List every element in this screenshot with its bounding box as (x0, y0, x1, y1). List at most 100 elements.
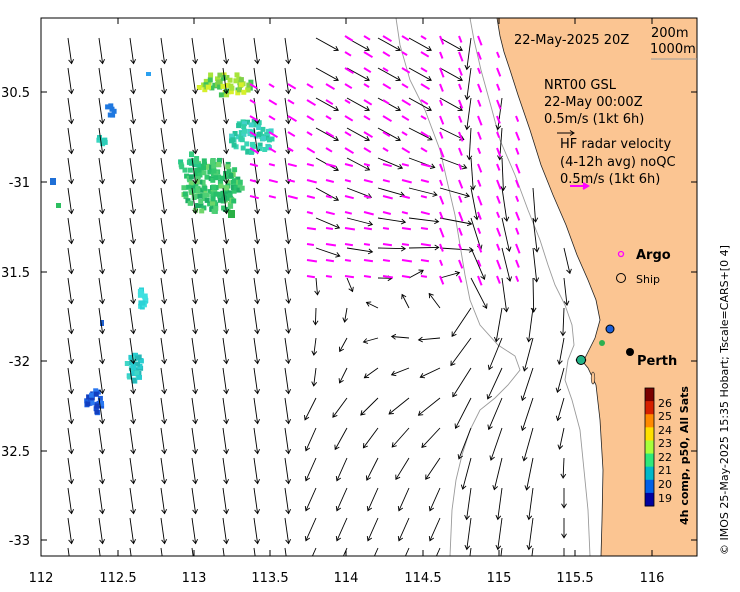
current-vector-head (503, 307, 509, 313)
sst-pixel (200, 192, 206, 198)
hf-vector (325, 83, 336, 91)
current-vector-head (524, 485, 531, 491)
hf-vector (344, 35, 354, 42)
current-vector-head (99, 389, 106, 395)
current-vector-head (161, 359, 168, 365)
hf-vector (249, 163, 259, 167)
current-vector-head (223, 209, 230, 215)
current-vector-head (130, 299, 137, 305)
perth-city-marker (626, 348, 634, 356)
current-vector-head (130, 239, 137, 245)
current-vector-head (421, 442, 427, 449)
hf-vector (325, 227, 334, 230)
current-vector (501, 187, 508, 222)
y-tick-label: 32.5 (1, 445, 30, 460)
hf-vector (325, 163, 336, 168)
hf-legend-scale: 0.5m/s (1kt 6h) (560, 172, 660, 187)
current-vector-head (333, 45, 339, 52)
current-vector (418, 397, 441, 416)
hf-vector (363, 35, 371, 41)
current-vector (532, 247, 538, 282)
axis-ticks (40, 18, 697, 556)
sst-pixel (236, 187, 242, 193)
current-vector (439, 217, 472, 225)
current-vector-head (495, 514, 502, 521)
current-vector-head (304, 505, 311, 512)
sst-pixel (197, 193, 203, 199)
current-vector-head (335, 535, 342, 542)
current-vector (439, 247, 474, 251)
current-vector (129, 67, 135, 94)
hf-vector (439, 211, 444, 219)
current-vector (284, 367, 290, 394)
current-vector-head (192, 179, 199, 185)
hf-vector (287, 115, 298, 123)
garden-island (590, 371, 596, 385)
current-vector-head (192, 269, 199, 275)
sst-pixel (195, 188, 201, 194)
current-vector (439, 67, 463, 81)
current-vector (191, 547, 194, 556)
current-vector (408, 67, 432, 81)
ship-marker-icon (616, 273, 626, 283)
hf-vector (382, 99, 390, 105)
sst-pixel (194, 193, 200, 199)
current-vector-head (388, 409, 394, 415)
current-vector-head (130, 509, 137, 515)
current-vector-head (360, 410, 366, 416)
sst-pixel (102, 137, 108, 143)
hf-vector (401, 275, 411, 279)
sst-pixel (231, 142, 237, 148)
hf-vector (344, 83, 353, 90)
current-vector (67, 397, 73, 424)
current-vector-head (418, 269, 424, 275)
current-vector (501, 157, 504, 191)
current-vector (98, 67, 104, 94)
current-vector (450, 337, 472, 366)
current-vector-head (457, 105, 463, 112)
current-vector-head (161, 479, 168, 485)
current-vector (191, 217, 197, 244)
hf-vector (363, 275, 372, 278)
current-vector (98, 217, 104, 244)
sst-pixel (217, 197, 223, 203)
current-vector-head (457, 454, 463, 460)
colorbar-swatch (645, 427, 654, 441)
current-vector-head (426, 45, 432, 52)
current-vector (191, 247, 197, 274)
x-tick-label: 112 (29, 571, 54, 586)
sst-pixel (85, 401, 91, 407)
hf-vector (306, 211, 314, 215)
sst-pixel (189, 151, 195, 157)
current-vector-head (526, 514, 533, 521)
current-vector (305, 517, 317, 541)
current-vector (67, 277, 73, 304)
sst-pixel (225, 180, 231, 186)
current-vector (284, 337, 290, 364)
current-vector (160, 547, 163, 556)
current-vector-head (161, 209, 168, 215)
sst-pixel (233, 185, 239, 191)
hf-vector (420, 163, 431, 168)
sst-pixel (242, 121, 247, 127)
sst-pixel (110, 112, 116, 118)
current-vector-head (364, 165, 371, 171)
current-vector-head (254, 119, 261, 125)
hf-vector (344, 51, 352, 57)
current-vector (532, 217, 538, 252)
hf-vector (382, 163, 392, 168)
hf-vector (344, 211, 353, 215)
current-vector-head (425, 474, 431, 480)
sst-pixel (221, 205, 227, 211)
current-vector (67, 337, 73, 364)
sst-pixel (228, 203, 234, 209)
current-vector (528, 517, 534, 550)
current-vector-head (555, 415, 562, 422)
sst-pixel (99, 401, 104, 406)
hf-vector (363, 243, 371, 246)
sst-pixel (181, 185, 187, 191)
sst-pixel (220, 75, 226, 80)
current-vector (462, 457, 472, 490)
hf-vector (325, 131, 335, 138)
sst-pixel (178, 159, 184, 165)
